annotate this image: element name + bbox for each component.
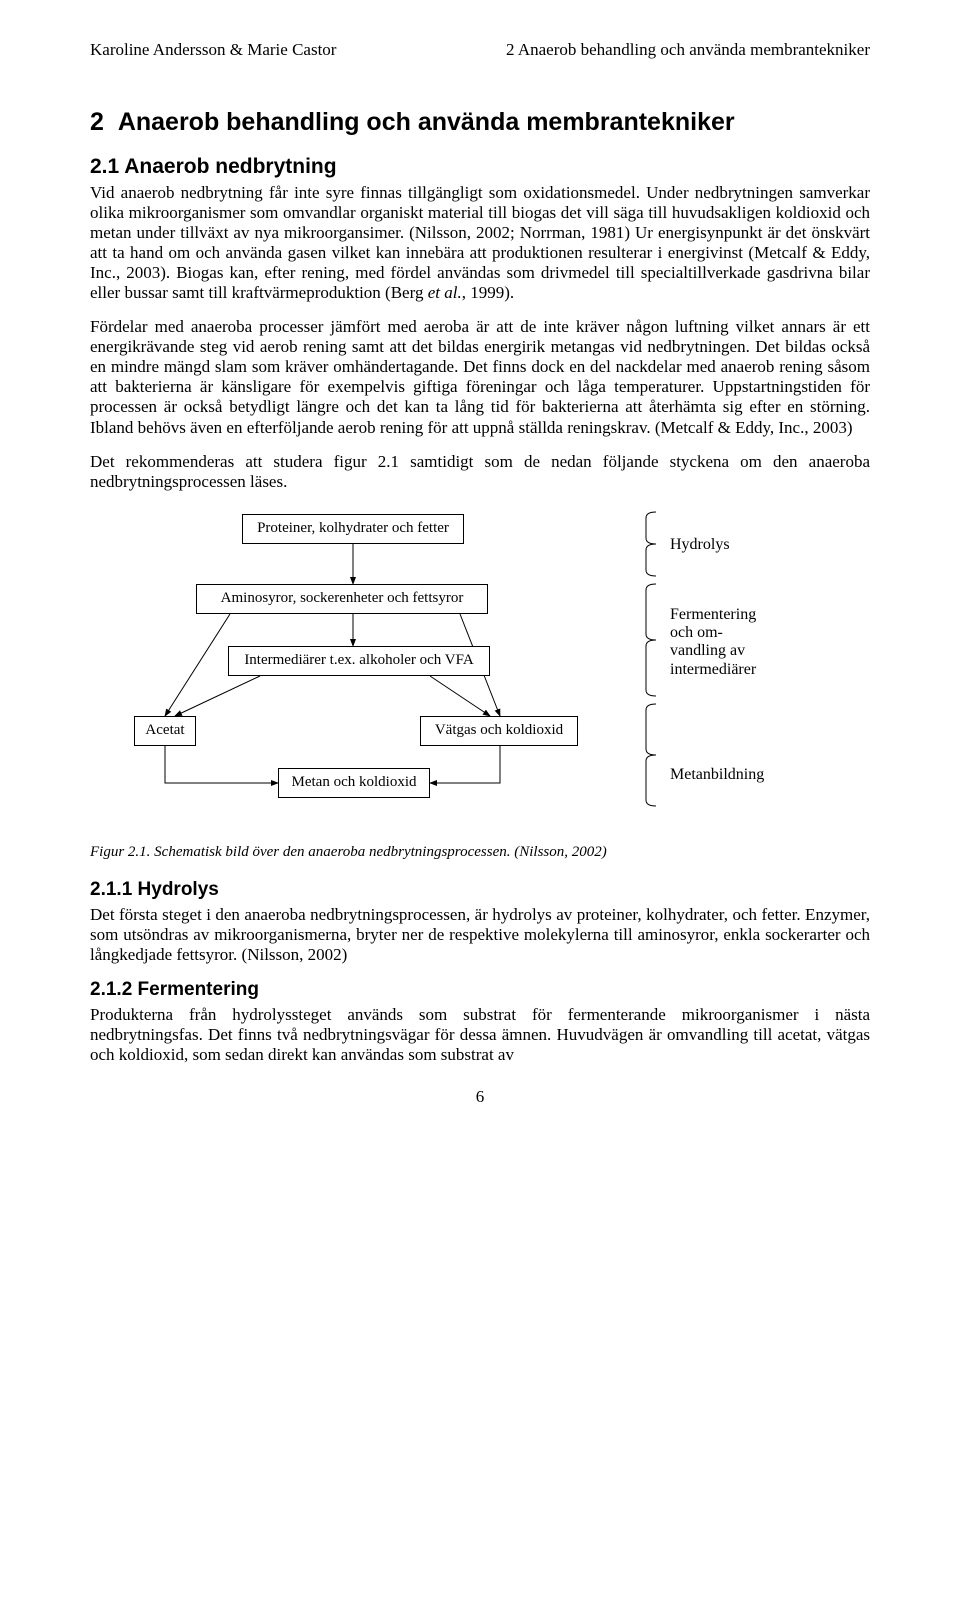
stage-label-s2: Fermenteringoch om-vandling avintermediä… xyxy=(670,606,756,680)
flowchart-node-n3: Intermediärer t.ex. alkoholer och VFA xyxy=(228,646,490,676)
figure-2-1: Proteiner, kolhydrater och fetter Aminosy… xyxy=(90,506,870,836)
section-title: 2 Anaerob behandling och använda membran… xyxy=(90,108,870,137)
figure-2-1-caption: Figur 2.1. Schematisk bild över den anae… xyxy=(90,844,870,861)
page-number: 6 xyxy=(90,1087,870,1107)
subsection-2-1-2-title: 2.1.2 Fermentering xyxy=(90,979,870,1001)
section-number: 2 xyxy=(90,108,104,136)
flowchart-node-n2: Aminosyror, sockerenheter och fettsyror xyxy=(196,584,488,614)
stage-label-s1: Hydrolys xyxy=(670,536,730,554)
flowchart-node-n6: Metan och koldioxid xyxy=(278,768,430,798)
flowchart-node-n5: Vätgas och koldioxid xyxy=(420,716,578,746)
section-title-text: Anaerob behandling och använda membrante… xyxy=(118,108,735,136)
flowchart-node-n1: Proteiner, kolhydrater och fetter xyxy=(242,514,464,544)
flowchart-node-n4: Acetat xyxy=(134,716,196,746)
header-authors: Karoline Andersson & Marie Castor xyxy=(90,40,336,60)
para-2-1-b: Fördelar med anaeroba processer jämfört … xyxy=(90,317,870,437)
subsection-2-1-title: 2.1 Anaerob nedbrytning xyxy=(90,155,870,179)
para-2-1-c: Det rekommenderas att studera figur 2.1 … xyxy=(90,452,870,492)
page-header: Karoline Andersson & Marie Castor 2 Anae… xyxy=(90,40,870,60)
subsection-2-1-1-title: 2.1.1 Hydrolys xyxy=(90,879,870,901)
page-container: Karoline Andersson & Marie Castor 2 Anae… xyxy=(0,0,960,1137)
para-2-1-1: Det första steget i den anaeroba nedbryt… xyxy=(90,905,870,965)
para-2-1-a: Vid anaerob nedbrytning får inte syre fi… xyxy=(90,183,870,303)
header-section: 2 Anaerob behandling och använda membran… xyxy=(506,40,870,60)
stage-label-s3: Metanbildning xyxy=(670,766,764,784)
para-2-1-2: Produkterna från hydrolyssteget används … xyxy=(90,1005,870,1065)
